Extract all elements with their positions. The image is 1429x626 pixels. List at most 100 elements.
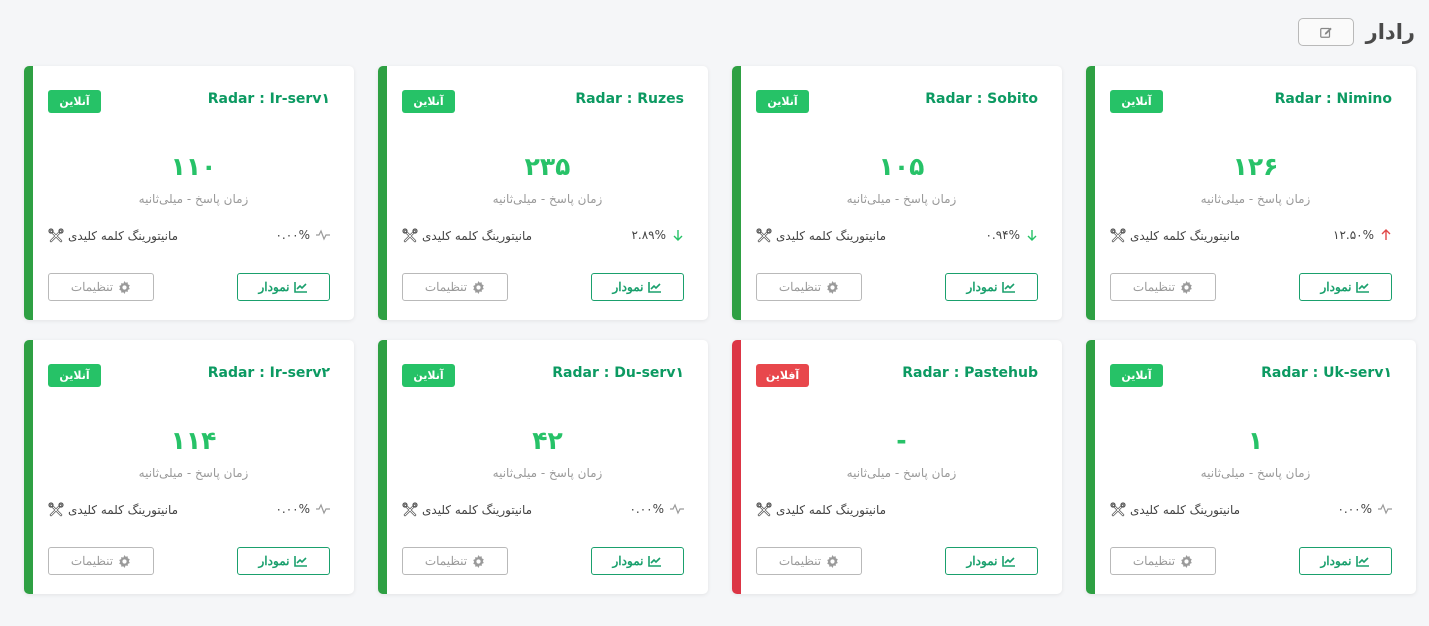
monitor-title[interactable]: Radar : Uk-serv۱ [1261,365,1392,381]
gear-icon [118,554,131,568]
settings-button-label: تنظیمات [70,554,114,568]
monitor-card-8: Radar : Ir-serv۲ آنلاین ۱۱۴ زمان پاسخ - … [24,340,354,594]
monitor-card-4: Radar : Ir-serv۱ آنلاین ۱۱۰ زمان پاسخ - … [24,66,354,320]
change-percent: ۰.۰۰% [1337,502,1372,516]
gear-icon [472,554,485,568]
tools-icon [402,228,418,244]
change-percent: ۰.۰۰% [275,502,310,516]
change-percent: ۰.۰۰% [275,228,310,242]
line-chart-icon [294,555,308,567]
chart-button[interactable]: نمودار [591,273,684,301]
keyword-monitoring-label: مانیتورینگ کلمه کلیدی [776,229,887,243]
gear-icon [118,280,131,294]
tools-icon [756,228,772,244]
monitor-title[interactable]: Radar : Nimino [1274,91,1392,107]
settings-button[interactable]: تنظیمات [756,273,862,301]
chart-button-label: نمودار [612,280,644,294]
tools-icon [1110,228,1126,244]
response-time-caption: زمان پاسخ - میلی‌ثانیه [492,466,603,480]
response-time-caption: زمان پاسخ - میلی‌ثانیه [1200,192,1311,206]
status-badge: آنلاین [48,90,101,113]
settings-button[interactable]: تنظیمات [1110,273,1216,301]
chart-button-label: نمودار [966,554,998,568]
settings-button[interactable]: تنظیمات [48,273,154,301]
status-badge: آنلاین [1110,90,1163,113]
tools-icon [756,502,772,518]
monitor-title[interactable]: Radar : Ir-serv۲ [207,365,330,381]
change-percent: ۰.۰۰% [629,502,664,516]
pulse-icon [1378,503,1392,515]
gear-icon [826,280,839,294]
chart-button[interactable]: نمودار [945,273,1038,301]
pulse-icon [670,503,684,515]
response-time-caption: زمان پاسخ - میلی‌ثانیه [492,192,603,206]
page-title: رادار [1365,20,1415,44]
chart-button[interactable]: نمودار [237,547,330,575]
settings-button-label: تنظیمات [778,554,822,568]
monitor-card-5: Radar : Uk-serv۱ آنلاین ۱ زمان پاسخ - می… [1086,340,1416,594]
chart-button[interactable]: نمودار [945,547,1038,575]
line-chart-icon [648,555,662,567]
response-time-value: ۱۱۰ [170,152,217,181]
pulse-icon [316,229,330,241]
line-chart-icon [1356,281,1370,293]
chart-button-label: نمودار [1320,280,1352,294]
response-change: ۰.۰۰% [275,502,330,516]
response-change: ۰.۰۰% [1337,502,1392,516]
monitor-card-2: Radar : Sobito آنلاین ۱۰۵ زمان پاسخ - می… [732,66,1062,320]
response-time-value: ۴۲ [532,426,563,455]
response-time-value: ۱۰۵ [878,152,925,181]
chart-button[interactable]: نمودار [1299,273,1392,301]
pulse-icon [316,503,330,515]
monitor-title[interactable]: Radar : Pastehub [902,365,1038,381]
settings-button-label: تنظیمات [70,280,114,294]
edit-page-button[interactable] [1297,18,1354,46]
arrow-down-icon [1026,229,1038,241]
monitor-title[interactable]: Radar : Ruzes [575,91,684,107]
keyword-monitoring: مانیتورینگ کلمه کلیدی [402,228,532,244]
keyword-monitoring-label: مانیتورینگ کلمه کلیدی [68,229,179,243]
monitor-card-6: Radar : Pastehub آفلاین - زمان پاسخ - می… [732,340,1062,594]
response-time-caption: زمان پاسخ - میلی‌ثانیه [846,192,957,206]
chart-button[interactable]: نمودار [237,273,330,301]
monitor-card-7: Radar : Du-serv۱ آنلاین ۴۲ زمان پاسخ - م… [378,340,708,594]
response-time-caption: زمان پاسخ - میلی‌ثانیه [138,192,249,206]
monitor-card-3: Radar : Ruzes آنلاین ۲۳۵ زمان پاسخ - میل… [378,66,708,320]
change-percent: ۰.۹۴% [985,228,1020,242]
response-time-caption: زمان پاسخ - میلی‌ثانیه [846,466,957,480]
settings-button[interactable]: تنظیمات [756,547,862,575]
settings-button[interactable]: تنظیمات [402,273,508,301]
response-time-value: ۱۲۶ [1232,152,1279,181]
keyword-monitoring: مانیتورینگ کلمه کلیدی [48,502,178,518]
settings-button-label: تنظیمات [1132,554,1176,568]
tools-icon [402,502,418,518]
line-chart-icon [294,281,308,293]
chart-button-label: نمودار [258,280,290,294]
line-chart-icon [1002,281,1016,293]
keyword-monitoring: مانیتورینگ کلمه کلیدی [402,502,532,518]
arrow-up-icon [1380,229,1392,241]
settings-button[interactable]: تنظیمات [48,547,154,575]
monitor-title[interactable]: Radar : Sobito [925,91,1038,107]
settings-button[interactable]: تنظیمات [1110,547,1216,575]
chart-button-label: نمودار [258,554,290,568]
status-badge: آنلاین [402,90,455,113]
monitor-title[interactable]: Radar : Ir-serv۱ [207,91,330,107]
chart-button[interactable]: نمودار [591,547,684,575]
chart-button[interactable]: نمودار [1299,547,1392,575]
status-badge: آنلاین [1110,364,1163,387]
keyword-monitoring-label: مانیتورینگ کلمه کلیدی [1130,503,1241,517]
response-change: ۰.۰۰% [275,228,330,242]
monitor-title[interactable]: Radar : Du-serv۱ [552,365,684,381]
settings-button[interactable]: تنظیمات [402,547,508,575]
line-chart-icon [1002,555,1016,567]
tools-icon [48,502,64,518]
chart-button-label: نمودار [1320,554,1352,568]
pencil-square-icon [1319,25,1333,39]
monitor-card-1: Radar : Nimino آنلاین ۱۲۶ زمان پاسخ - می… [1086,66,1416,320]
settings-button-label: تنظیمات [778,280,822,294]
settings-button-label: تنظیمات [424,554,468,568]
response-change: ۰.۹۴% [985,228,1038,242]
response-change: ۲.۸۹% [631,228,684,242]
arrow-down-icon [672,229,684,241]
